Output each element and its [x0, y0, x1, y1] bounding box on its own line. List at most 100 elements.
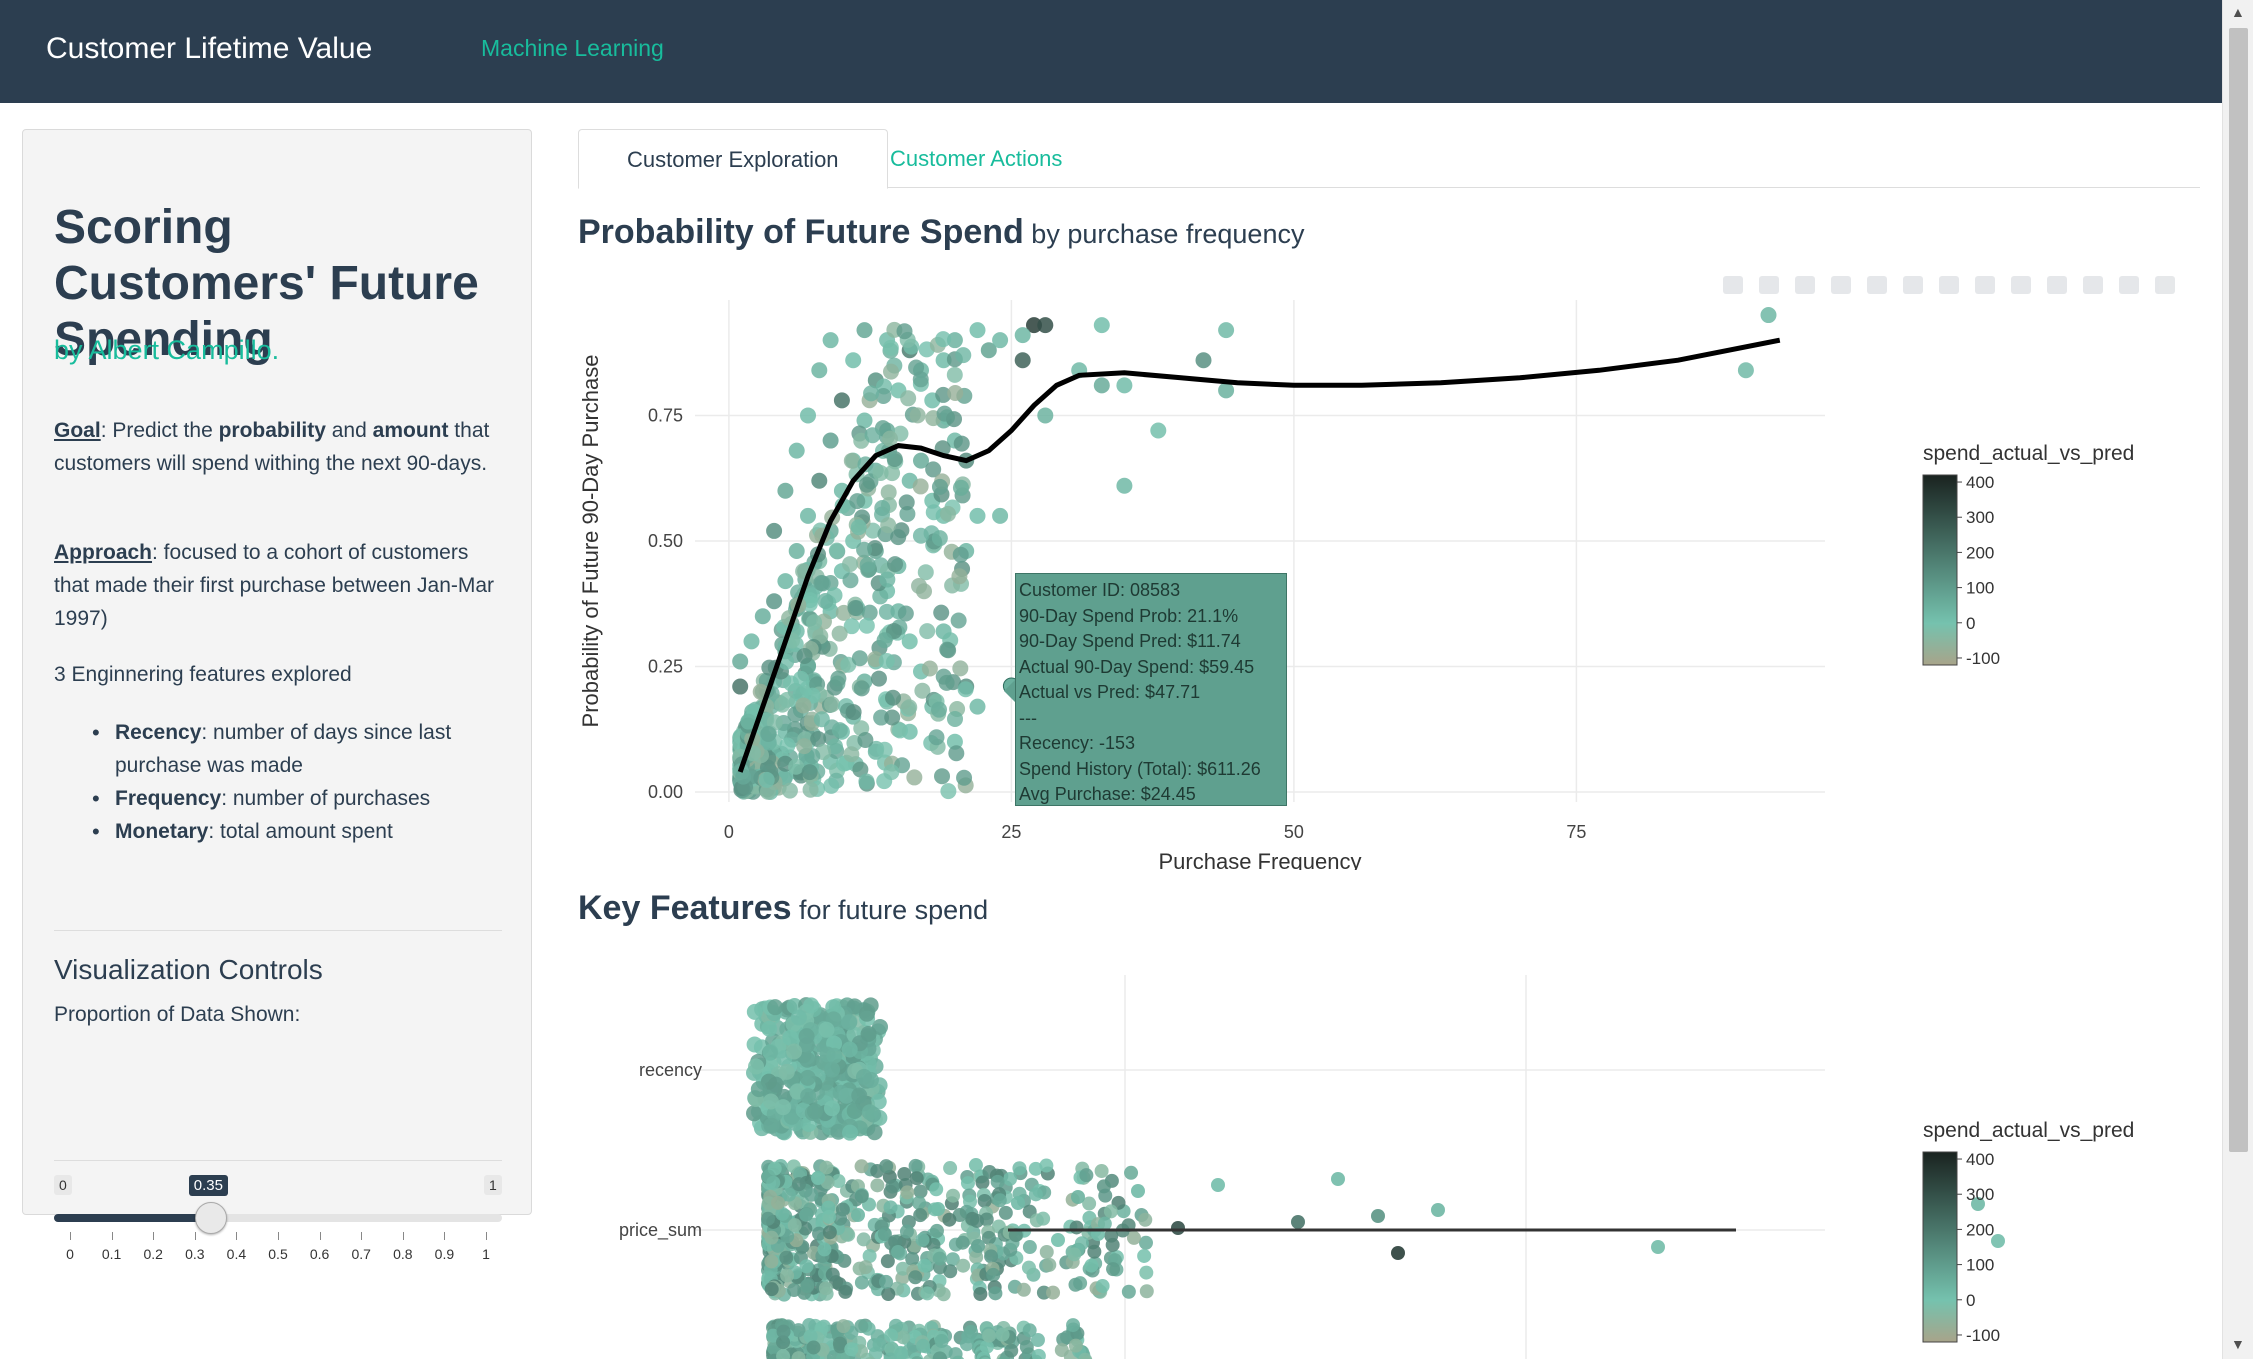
feature-point[interactable]	[824, 1061, 841, 1078]
feature-point[interactable]	[883, 1200, 898, 1215]
feature-point[interactable]	[973, 1287, 988, 1302]
scatter-point[interactable]	[851, 650, 868, 667]
feature-point[interactable]	[787, 1218, 802, 1233]
feature-point[interactable]	[913, 1208, 928, 1223]
scatter-point[interactable]	[817, 592, 834, 609]
feature-point[interactable]	[1068, 1277, 1083, 1292]
feature-point[interactable]	[811, 1171, 825, 1185]
feature-point[interactable]	[998, 1205, 1013, 1220]
feature-point[interactable]	[1069, 1220, 1084, 1235]
feature-point[interactable]	[920, 1286, 935, 1301]
feature-point[interactable]	[1094, 1163, 1109, 1178]
feature-point[interactable]	[1074, 1236, 1089, 1251]
scatter-point[interactable]	[740, 713, 757, 730]
feature-point[interactable]	[942, 1212, 957, 1227]
scatter-point[interactable]	[858, 617, 875, 634]
feature-point[interactable]	[786, 1043, 803, 1060]
scatter-point[interactable]	[935, 331, 952, 348]
feature-point[interactable]	[776, 1324, 791, 1339]
scatter-point[interactable]	[1026, 317, 1042, 334]
scatter-point[interactable]	[802, 781, 819, 798]
feature-point[interactable]	[946, 1188, 961, 1203]
feature-point[interactable]	[799, 1069, 816, 1086]
feature-point[interactable]	[929, 1182, 944, 1197]
scatter-point[interactable]	[939, 505, 956, 522]
scatter-point[interactable]	[1093, 377, 1110, 394]
scroll-down-icon[interactable]: ▼	[2231, 1336, 2245, 1352]
feature-point[interactable]	[858, 1260, 873, 1275]
scatter-point[interactable]	[882, 363, 899, 380]
feature-point[interactable]	[750, 1081, 767, 1098]
feature-point[interactable]	[943, 1264, 958, 1279]
scatter-point[interactable]	[1037, 317, 1054, 334]
scatter-point[interactable]	[732, 653, 749, 670]
feature-point[interactable]	[1098, 1188, 1113, 1203]
page-scrollbar[interactable]: ▲ ▼	[2222, 0, 2253, 1359]
feature-point[interactable]	[880, 1254, 895, 1269]
tab-customer-exploration[interactable]: Customer Exploration	[578, 129, 888, 189]
feature-point[interactable]	[854, 1189, 869, 1204]
scatter-point[interactable]	[842, 572, 859, 589]
feature-point[interactable]	[776, 1335, 791, 1350]
modebar-button[interactable]	[2119, 276, 2139, 294]
scatter-point[interactable]	[952, 546, 969, 563]
scatter-point[interactable]	[1218, 322, 1235, 339]
scatter-point[interactable]	[831, 625, 848, 642]
feature-point[interactable]	[856, 1068, 873, 1085]
feature-point[interactable]	[988, 1286, 1003, 1301]
scatter-point[interactable]	[1014, 327, 1031, 344]
feature-point[interactable]	[841, 1014, 858, 1031]
feature-point[interactable]	[910, 1356, 924, 1359]
feature-point[interactable]	[971, 1239, 985, 1253]
feature-point[interactable]	[1106, 1262, 1121, 1277]
feature-point[interactable]	[1046, 1285, 1061, 1300]
scatter-point[interactable]	[952, 479, 969, 496]
feature-point[interactable]	[761, 1020, 778, 1037]
feature-point[interactable]	[929, 1223, 944, 1238]
feature-point[interactable]	[764, 1230, 779, 1245]
feature-point[interactable]	[1097, 1216, 1112, 1231]
scatter-point[interactable]	[884, 709, 901, 726]
feature-point[interactable]	[1012, 1161, 1027, 1176]
scatter-point[interactable]	[890, 529, 907, 546]
feature-point[interactable]	[798, 1037, 815, 1054]
scatter-point[interactable]	[788, 442, 805, 459]
feature-point[interactable]	[900, 1185, 915, 1200]
scatter-point[interactable]	[833, 392, 850, 409]
scatter-point[interactable]	[1195, 352, 1212, 369]
scatter-point[interactable]	[969, 322, 986, 339]
scatter-point[interactable]	[969, 507, 986, 524]
feature-point[interactable]	[806, 1340, 821, 1355]
feature-point[interactable]	[803, 997, 820, 1014]
feature-point[interactable]	[968, 1158, 983, 1173]
feature-point[interactable]	[1022, 1323, 1037, 1338]
feature-point[interactable]	[746, 1003, 763, 1020]
scatter-point[interactable]	[912, 527, 929, 544]
feature-point[interactable]	[844, 1342, 859, 1357]
feature-point[interactable]	[1082, 1196, 1097, 1211]
scatter-point[interactable]	[897, 605, 914, 622]
scatter-point[interactable]	[864, 427, 881, 444]
scatter-point[interactable]	[887, 556, 904, 573]
scatter-point[interactable]	[831, 722, 848, 739]
feature-point[interactable]	[975, 1175, 990, 1190]
feature-point[interactable]	[823, 1100, 840, 1117]
feature-point[interactable]	[1071, 1190, 1085, 1204]
feature-point[interactable]	[1079, 1355, 1093, 1359]
scatter-point[interactable]	[928, 729, 945, 746]
feature-point[interactable]	[943, 1161, 958, 1176]
scatter-point[interactable]	[796, 648, 813, 665]
scatter-point[interactable]	[931, 701, 948, 718]
modebar-button[interactable]	[1939, 276, 1959, 294]
feature-point[interactable]	[951, 1355, 965, 1359]
feature-point[interactable]	[817, 1242, 832, 1257]
scatter-point[interactable]	[830, 670, 847, 687]
scatter-point[interactable]	[913, 452, 929, 469]
scatter-point[interactable]	[947, 384, 964, 401]
feature-point[interactable]	[897, 1166, 912, 1181]
feature-point[interactable]	[885, 1179, 900, 1194]
feature-point[interactable]	[791, 1351, 806, 1359]
scatter-point[interactable]	[909, 407, 926, 424]
feature-point[interactable]	[960, 1176, 975, 1191]
scatter-point[interactable]	[822, 432, 839, 449]
